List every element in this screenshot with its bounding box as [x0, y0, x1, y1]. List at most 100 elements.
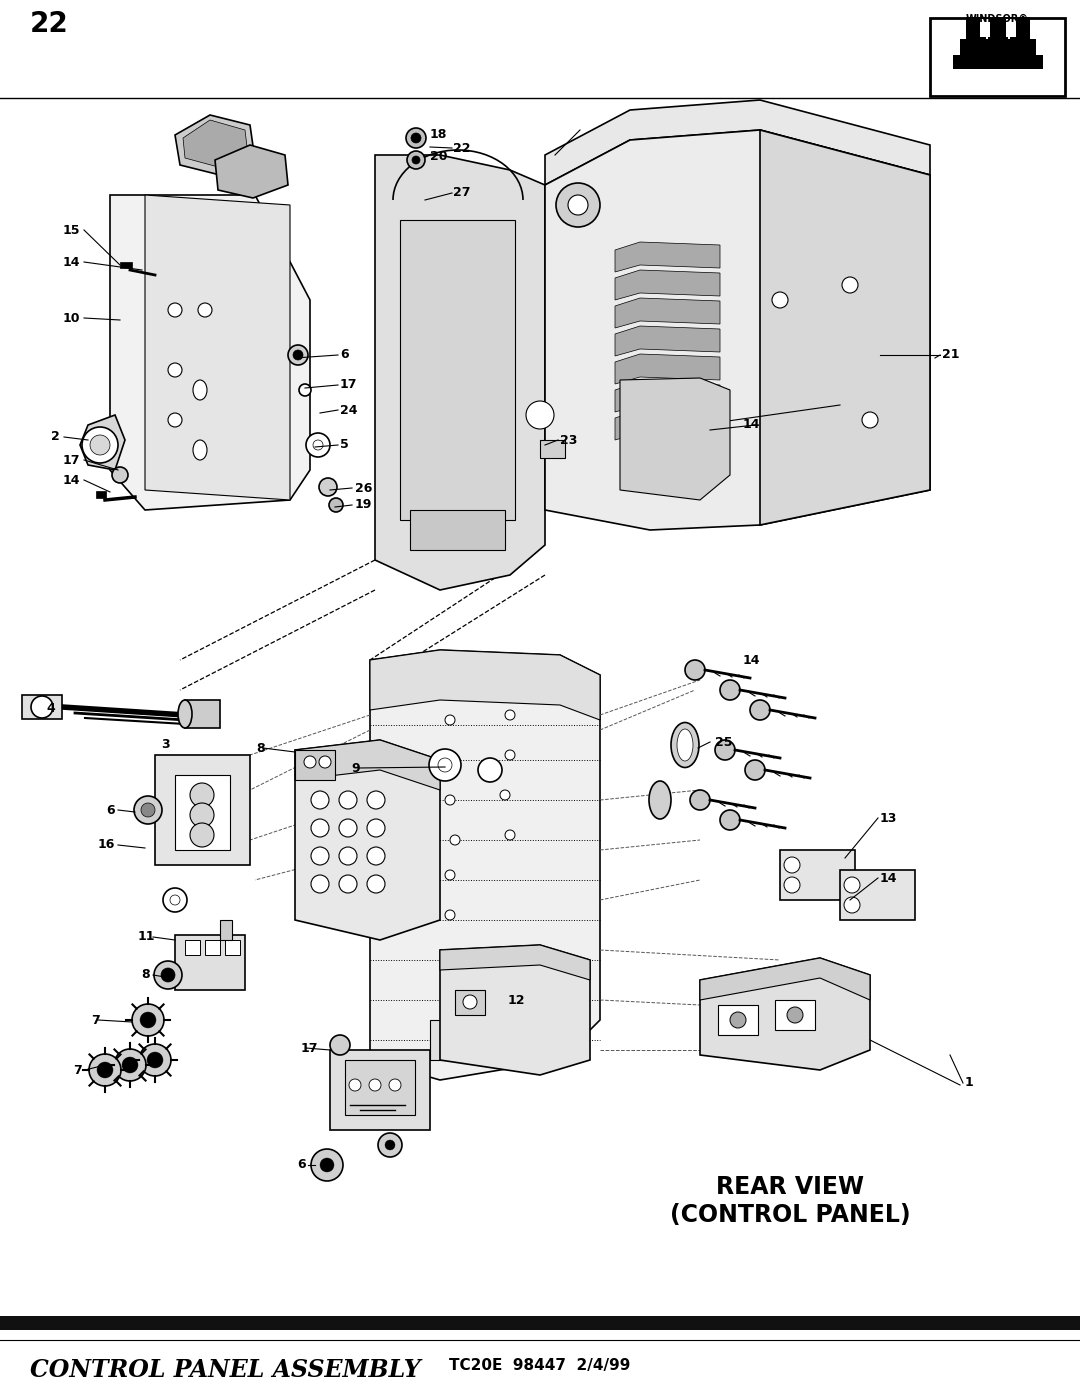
Circle shape	[429, 749, 461, 781]
Text: 13: 13	[880, 811, 897, 825]
Text: 17: 17	[63, 453, 80, 467]
Bar	[959, 39, 1036, 55]
Bar	[1005, 20, 1015, 36]
Bar	[205, 939, 220, 955]
Circle shape	[311, 875, 329, 893]
Ellipse shape	[193, 380, 207, 400]
Text: 1: 1	[966, 1076, 974, 1089]
Polygon shape	[375, 155, 545, 590]
Circle shape	[720, 809, 740, 830]
Circle shape	[306, 433, 330, 457]
Bar	[540, 440, 565, 459]
Polygon shape	[110, 194, 310, 510]
Circle shape	[787, 1007, 804, 1023]
Bar	[953, 55, 1042, 69]
Circle shape	[389, 1079, 401, 1090]
Text: 19: 19	[355, 499, 373, 512]
Bar	[410, 510, 505, 549]
Text: 22: 22	[453, 141, 471, 155]
Text: 27: 27	[453, 186, 471, 200]
Bar	[455, 990, 485, 1015]
Circle shape	[82, 426, 118, 463]
Text: 25: 25	[715, 735, 732, 748]
Polygon shape	[700, 958, 870, 1000]
Circle shape	[311, 847, 329, 865]
Circle shape	[505, 830, 515, 840]
Text: 8: 8	[256, 741, 265, 755]
Bar	[840, 870, 915, 920]
Text: CONTROL PANEL ASSEMBLY: CONTROL PANEL ASSEMBLY	[30, 1357, 420, 1383]
Polygon shape	[615, 382, 720, 412]
Circle shape	[843, 898, 860, 913]
Polygon shape	[615, 410, 720, 440]
Circle shape	[445, 910, 455, 920]
Bar	[120, 261, 132, 268]
Circle shape	[139, 1044, 171, 1076]
Circle shape	[445, 995, 455, 1005]
Circle shape	[134, 795, 162, 823]
Circle shape	[843, 877, 860, 893]
Polygon shape	[440, 945, 590, 980]
Text: 20: 20	[430, 151, 447, 164]
Circle shape	[170, 895, 180, 905]
Circle shape	[367, 847, 384, 865]
Bar	[220, 920, 232, 939]
Circle shape	[445, 714, 455, 726]
Circle shape	[445, 870, 455, 879]
Bar	[980, 20, 989, 36]
Circle shape	[31, 696, 53, 719]
Circle shape	[772, 292, 788, 308]
Circle shape	[526, 401, 554, 429]
Text: REAR VIEW
(CONTROL PANEL): REAR VIEW (CONTROL PANEL)	[670, 1174, 910, 1227]
Text: 21: 21	[942, 348, 959, 362]
Bar	[295, 749, 335, 780]
Circle shape	[313, 440, 323, 450]
Text: 14: 14	[743, 653, 760, 667]
Circle shape	[311, 1149, 343, 1181]
Polygon shape	[615, 270, 720, 301]
Text: 16: 16	[97, 839, 114, 851]
Circle shape	[505, 749, 515, 761]
Text: 17: 17	[340, 379, 357, 391]
Text: 23: 23	[561, 433, 578, 446]
Circle shape	[745, 761, 765, 780]
Circle shape	[842, 277, 858, 294]
Bar	[22, 695, 62, 719]
Circle shape	[168, 363, 183, 377]
Circle shape	[411, 157, 420, 164]
Polygon shape	[545, 101, 930, 185]
Circle shape	[685, 660, 705, 679]
Polygon shape	[295, 740, 440, 939]
Circle shape	[505, 710, 515, 720]
Circle shape	[339, 847, 357, 865]
Text: 12: 12	[508, 994, 526, 1007]
Circle shape	[406, 129, 426, 148]
Circle shape	[367, 875, 384, 893]
Circle shape	[690, 790, 710, 809]
Polygon shape	[295, 740, 440, 790]
Circle shape	[163, 888, 187, 911]
Circle shape	[367, 819, 384, 837]
Polygon shape	[615, 242, 720, 273]
Bar	[0, 1316, 1080, 1329]
Polygon shape	[615, 298, 720, 329]
Polygon shape	[80, 415, 125, 470]
Circle shape	[339, 791, 357, 809]
Text: 14: 14	[63, 256, 80, 268]
Circle shape	[568, 194, 588, 215]
Circle shape	[750, 700, 770, 720]
Circle shape	[463, 995, 477, 1009]
Circle shape	[293, 350, 303, 361]
Polygon shape	[175, 115, 255, 175]
Text: 14: 14	[880, 871, 897, 885]
Circle shape	[190, 823, 214, 847]
Circle shape	[320, 1158, 334, 1172]
Circle shape	[478, 758, 502, 781]
Text: 6: 6	[297, 1159, 306, 1172]
Polygon shape	[545, 130, 930, 530]
Circle shape	[190, 783, 214, 807]
Text: WINDSOR®: WINDSOR®	[966, 14, 1029, 24]
Circle shape	[329, 498, 343, 512]
Polygon shape	[760, 130, 930, 526]
Circle shape	[450, 835, 460, 844]
